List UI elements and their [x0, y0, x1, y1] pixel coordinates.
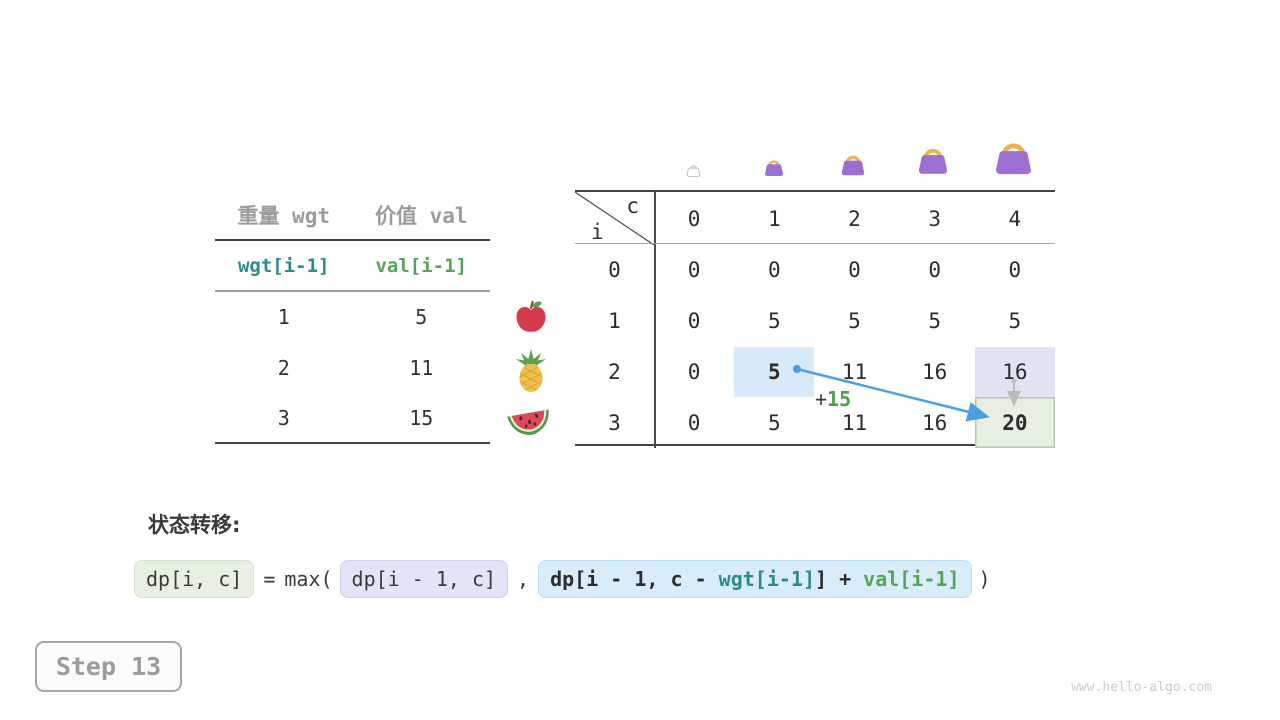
- dp-cell-2-1-highlight-source: 5: [734, 346, 815, 398]
- dp-row-header-2: 2: [608, 359, 621, 384]
- dp-cell-0-3: 0: [928, 258, 941, 283]
- transition-annotation: +15: [815, 387, 851, 411]
- dp-cell-3-1: 5: [767, 410, 781, 435]
- dp-row-header-0: 0: [608, 258, 621, 283]
- bag-capacity-4-icon: [996, 143, 1031, 175]
- val-var-label: val[i-1]: [375, 254, 467, 277]
- dp-cell-1-4: 5: [1008, 309, 1022, 334]
- arg2-wgt-term: wgt[i-1]: [718, 567, 815, 591]
- items-table-var-row: wgt[i-1] val[i-1]: [215, 241, 490, 292]
- transition-heading: 状态转移:: [148, 513, 241, 537]
- arg2-val-term: val[i-1]: [863, 567, 960, 591]
- equals-sign: =: [263, 567, 276, 591]
- arg2-mid: ] +: [815, 567, 864, 591]
- bag-capacity-2-icon: [841, 155, 865, 176]
- dp-cell-1-2: 5: [848, 309, 861, 334]
- bag-capacity-0-icon: [686, 165, 701, 177]
- dp-cell-0-2: 0: [848, 258, 861, 283]
- watermark: www.hello-algo.com: [1071, 680, 1212, 695]
- item-2-value: 11: [409, 356, 434, 381]
- close-paren: ): [978, 567, 991, 591]
- dp-cell-3-0: 0: [687, 410, 701, 435]
- dp-cell-2-0: 0: [687, 359, 701, 384]
- bag-capacity-3-icon: [918, 148, 948, 174]
- dp-col-header-4: 4: [1008, 206, 1022, 231]
- dp-cell-1-0: 0: [687, 309, 701, 334]
- bag-capacity-1-icon: [765, 160, 783, 176]
- corner-col-var: c: [626, 194, 639, 218]
- item-row-3: 3 15: [215, 393, 490, 445]
- apple-icon: [516, 300, 546, 332]
- added-value: 15: [827, 387, 852, 411]
- weight-column-header: 重量 wgt: [237, 203, 331, 228]
- item-2-weight: 2: [277, 356, 290, 381]
- dp-cell-2-3: 16: [922, 359, 948, 384]
- dp-table-vertical-divider: [654, 190, 656, 448]
- item-3-weight: 3: [277, 405, 290, 430]
- dp-cell-1-1: 5: [767, 309, 781, 334]
- corner-diagonal-line: [575, 192, 654, 245]
- item-1-value: 5: [415, 305, 428, 330]
- pineapple-icon: [516, 349, 546, 392]
- dp-cell-0-4: 0: [1008, 258, 1022, 283]
- dp-cell-0-0: 0: [687, 258, 701, 283]
- plus-sign: +: [815, 387, 828, 411]
- dp-cell-1-3: 5: [928, 309, 941, 334]
- max-open-token: max(: [284, 567, 333, 591]
- dp-cell-2-4-highlight-prev: 16: [974, 346, 1055, 398]
- value-column-header: 价值 val: [374, 203, 468, 228]
- item-1-weight: 1: [277, 305, 290, 330]
- items-table: 重量 wgt 价值 val wgt[i-1] val[i-1] 1 5 2 11…: [215, 190, 490, 445]
- dp-cell-0-1: 0: [767, 258, 781, 283]
- formula-arg1-box: dp[i - 1, c]: [339, 560, 509, 598]
- dp-cell-3-4-highlight-result: 20: [974, 397, 1055, 448]
- arg2-prefix: dp[i - 1, c -: [550, 567, 719, 591]
- wgt-var-label: wgt[i-1]: [237, 254, 330, 277]
- dp-col-header-1: 1: [767, 206, 781, 231]
- watermelon-icon: [507, 409, 549, 435]
- item-row-2: 2 11: [215, 343, 490, 394]
- dp-col-header-2: 2: [848, 206, 861, 231]
- dp-table-header-underline: [575, 243, 1055, 244]
- item-3-value: 15: [409, 405, 434, 430]
- items-table-header-row: 重量 wgt 价值 val: [215, 190, 490, 241]
- formula-lhs-box: dp[i, c]: [134, 560, 255, 598]
- dp-row-header-1: 1: [608, 309, 621, 334]
- dp-cell-3-3: 16: [922, 410, 948, 435]
- dp-row-header-3: 3: [608, 410, 621, 435]
- transition-formula: dp[i, c] = max( dp[i - 1, c] , dp[i - 1,…: [134, 560, 998, 598]
- comma-token: ,: [517, 567, 530, 591]
- formula-arg2-box: dp[i - 1, c - wgt[i-1]] + val[i-1]: [538, 560, 972, 598]
- dp-col-header-0: 0: [687, 206, 701, 231]
- dp-col-header-3: 3: [928, 206, 941, 231]
- dp-corner-cell: c i: [575, 192, 654, 245]
- item-row-1: 1 5: [215, 292, 490, 343]
- corner-row-var: i: [591, 220, 604, 244]
- step-badge: Step 13: [35, 641, 182, 692]
